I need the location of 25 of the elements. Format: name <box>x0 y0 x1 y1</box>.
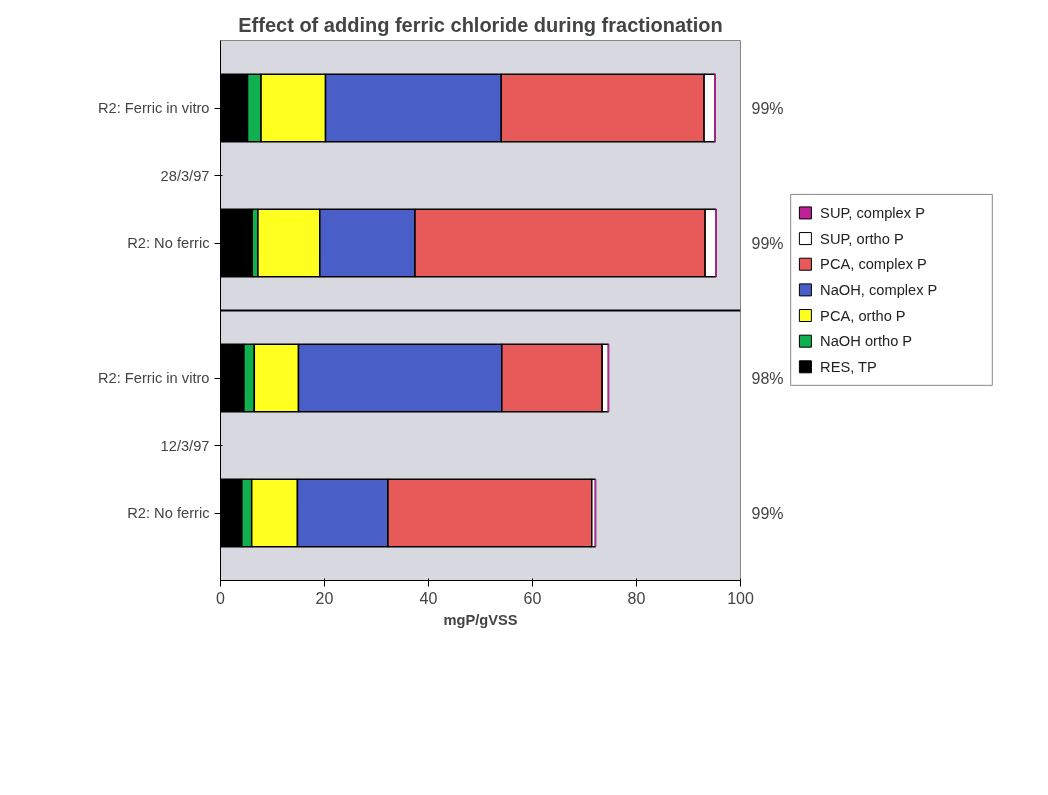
legend-label: SUP, complex P <box>820 204 925 221</box>
text: 99% <box>751 504 784 522</box>
x-tick-label: 0 <box>216 589 226 607</box>
x-tick-label: 40 <box>419 589 438 607</box>
y-tick-label: R2: No ferric <box>127 235 210 251</box>
x-axis-title: mgP/gVSS <box>443 611 518 628</box>
text: 99% <box>751 99 784 117</box>
legend-label: PCA, ortho P <box>820 307 906 324</box>
legend-label: RES, TP <box>820 358 877 375</box>
x-tick-label: 100 <box>727 589 754 607</box>
legend-label: PCA, complex P <box>820 256 927 273</box>
legend-label: NaOH ortho P <box>820 333 913 350</box>
x-tick-label: 60 <box>523 589 542 607</box>
legend-label: SUP, ortho P <box>820 230 904 247</box>
legend-label: NaOH, complex P <box>820 281 938 298</box>
text: 98% <box>751 369 784 387</box>
y-tick-label: R2: No ferric <box>127 505 210 521</box>
chart-title: Effect of adding ferric chloride during fractionation <box>238 13 723 36</box>
x-tick-label: 20 <box>315 589 334 607</box>
y-tick-label: R2: Ferric in vitro <box>97 370 210 386</box>
text: 28/3/97 <box>160 167 210 184</box>
y-tick-label: R2: Ferric in vitro <box>97 100 210 116</box>
text: 12/3/97 <box>160 437 210 454</box>
x-tick-label: 80 <box>627 589 646 607</box>
text: 99% <box>751 234 784 252</box>
